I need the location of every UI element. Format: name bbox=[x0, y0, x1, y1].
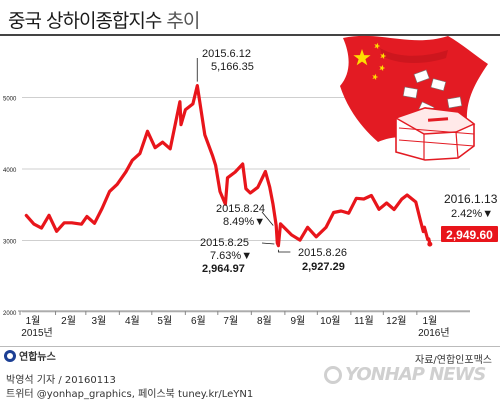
annotation-date: 2015.8.25 bbox=[200, 237, 249, 249]
ballot-paper-icon bbox=[447, 96, 463, 109]
yonhap-logo: 연합뉴스 bbox=[4, 348, 56, 363]
annotation-change: 2.42%▼ bbox=[451, 208, 493, 220]
annotation-change: 7.63%▼ bbox=[210, 250, 252, 262]
flag-small-star-icon bbox=[380, 52, 387, 60]
x-tick-label: 5월 bbox=[157, 315, 172, 327]
ballot-paper-icon bbox=[402, 86, 418, 99]
x-tick-sublabel: 2015년 bbox=[21, 327, 52, 339]
annotation-leader bbox=[261, 211, 274, 226]
y-tick-label: 4000 bbox=[3, 168, 17, 174]
source-credit: 자료/연합인포맥스 bbox=[415, 355, 492, 366]
yonhap-logo-icon bbox=[4, 349, 16, 362]
annotation-date: 2015.6.12 bbox=[202, 48, 251, 60]
byline: 박영석 기자 / 20160113 bbox=[6, 375, 116, 386]
flag-fold-shadow bbox=[380, 48, 448, 63]
annotation-change: 8.49%▼ bbox=[223, 216, 265, 228]
ballot-box-slot bbox=[427, 117, 449, 122]
annotation-value: 2,964.97 bbox=[202, 263, 245, 275]
x-tick-label: 9월 bbox=[290, 315, 305, 327]
annotation-leader bbox=[277, 249, 291, 253]
title-suffix: 추이 bbox=[166, 10, 200, 32]
yonhap-logo-text: 연합뉴스 bbox=[19, 352, 56, 363]
annotation-leader bbox=[261, 242, 275, 245]
footer-divider bbox=[0, 346, 500, 347]
china-flag-illustration bbox=[340, 35, 488, 161]
ballot-paper-icon bbox=[430, 78, 447, 92]
watermark: YONHAP NEWS bbox=[345, 364, 486, 385]
end-point-marker bbox=[427, 241, 433, 247]
social-links: 트위터 @yonhap_graphics, 페이스북 tuney.kr/LeYN… bbox=[6, 389, 254, 400]
x-tick-label: 1월 bbox=[26, 315, 41, 327]
end-value-label: 2,949.60 bbox=[446, 228, 493, 242]
x-tick-label: 10월 bbox=[320, 315, 340, 327]
y-tick-label: 3000 bbox=[3, 240, 17, 246]
y-tick-label: 5000 bbox=[3, 97, 17, 103]
x-tick-label: 3월 bbox=[91, 315, 106, 327]
title-rule bbox=[0, 34, 500, 36]
annotation-date: 2015.8.24 bbox=[216, 203, 265, 215]
annotation-value: 5,166.35 bbox=[211, 61, 254, 73]
annotation-date: 2015.8.26 bbox=[298, 247, 347, 259]
end-value-badge bbox=[441, 226, 498, 242]
watermark-icon bbox=[324, 366, 342, 384]
ballot-box-band bbox=[398, 127, 475, 147]
index-series-line bbox=[24, 84, 432, 248]
x-tick-label: 4월 bbox=[125, 315, 140, 327]
flag-big-star-icon bbox=[353, 49, 371, 66]
x-tick-label: 6월 bbox=[191, 315, 206, 327]
ballot-paper-icon bbox=[413, 69, 430, 84]
annotation-date: 2016.1.13 bbox=[444, 192, 498, 206]
title-main: 중국 상하이종합지수 bbox=[8, 10, 162, 32]
x-tick-label: 7월 bbox=[223, 315, 238, 327]
x-tick-label: 2월 bbox=[61, 315, 76, 327]
flag-small-star-icon bbox=[379, 64, 386, 72]
x-tick-label: 8월 bbox=[257, 315, 272, 327]
x-tick-label: 11월 bbox=[354, 315, 374, 327]
x-tick-label: 1월 bbox=[422, 315, 437, 327]
y-tick-label: 2000 bbox=[3, 311, 17, 317]
x-tick-label: 12월 bbox=[386, 315, 406, 327]
flag-small-star-icon bbox=[374, 42, 381, 50]
flag-small-star-icon bbox=[372, 73, 379, 81]
page-title: 중국 상하이종합지수 추이 bbox=[8, 6, 200, 33]
annotation-value: 2,927.29 bbox=[302, 261, 345, 273]
x-tick-sublabel: 2016년 bbox=[418, 327, 449, 339]
